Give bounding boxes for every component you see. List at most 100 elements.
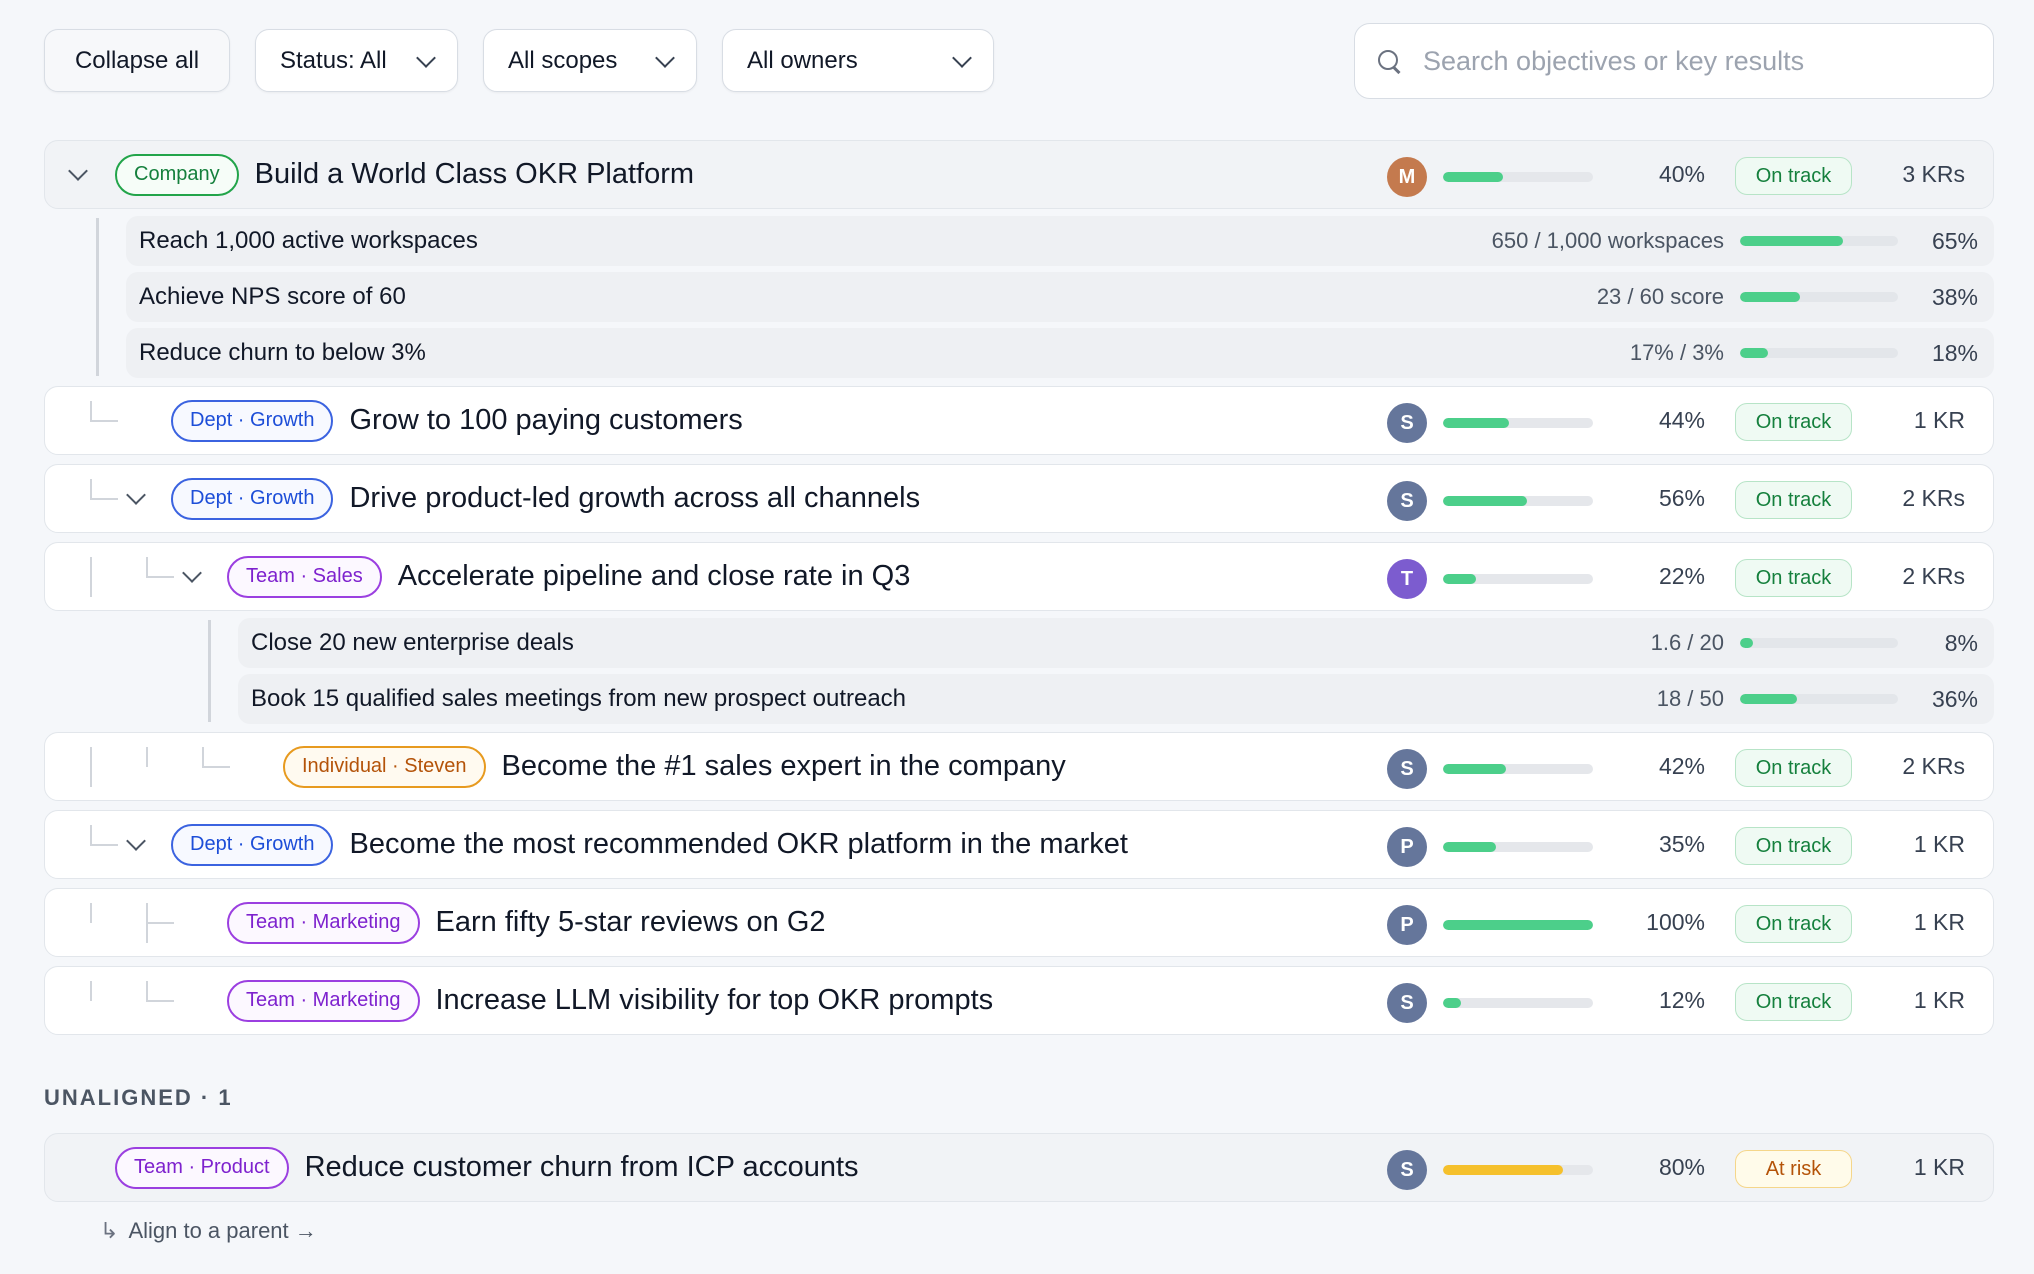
objective-title[interactable]: Accelerate pipeline and close rate in Q3	[397, 560, 911, 592]
kr-count[interactable]: 1 KR	[1913, 987, 1965, 1013]
scope-tag: Team · Marketing	[227, 901, 420, 944]
status-filter-label: Status: All	[280, 46, 387, 74]
objective-row[interactable]: Dept · Growth Become the most recommende…	[44, 810, 1994, 879]
search-input[interactable]	[1423, 45, 1943, 77]
status-badge[interactable]: On track	[1735, 749, 1852, 787]
kr-count[interactable]: 1 KR	[1913, 407, 1965, 433]
kr-percent: 38%	[1931, 283, 1978, 310]
objective-row[interactable]: Team · Sales Accelerate pipeline and clo…	[44, 542, 1994, 611]
progress-bar	[1443, 574, 1593, 584]
status-badge[interactable]: On track	[1735, 481, 1852, 519]
chevron-down-icon[interactable]	[126, 484, 146, 505]
objective-title[interactable]: Increase LLM visibility for top OKR prom…	[435, 984, 994, 1016]
objective-title[interactable]: Reduce customer churn from ICP accounts	[304, 1151, 859, 1183]
kr-rail	[96, 218, 99, 376]
progress-percent: 56%	[1658, 485, 1705, 511]
toolbar: Collapse all Status: All All scopes All …	[44, 23, 1994, 99]
kr-count[interactable]: 1 KR	[1913, 909, 1965, 935]
avatar[interactable]: S	[1387, 403, 1427, 443]
scope-tag: Company	[115, 153, 239, 196]
progress-percent: 35%	[1658, 831, 1705, 857]
objective-row[interactable]: Team · Product Reduce customer churn fro…	[44, 1133, 1994, 1202]
kr-value: 23 / 60 score	[1596, 284, 1724, 309]
kr-value: 1.6 / 20	[1650, 630, 1724, 655]
kr-percent: 18%	[1931, 339, 1978, 366]
scope-filter-select[interactable]: All scopes	[483, 29, 697, 92]
kr-count[interactable]: 1 KR	[1913, 831, 1965, 857]
kr-title: Reduce churn to below 3%	[139, 339, 426, 366]
scope-tag: Team · Marketing	[227, 979, 420, 1022]
status-badge[interactable]: On track	[1735, 157, 1852, 195]
kr-title: Book 15 qualified sales meetings from ne…	[251, 685, 907, 712]
status-badge[interactable]: On track	[1735, 905, 1852, 943]
avatar[interactable]: S	[1387, 1150, 1427, 1190]
chevron-down-icon	[416, 47, 436, 68]
chevron-down-icon[interactable]	[182, 562, 202, 583]
kr-title: Reach 1,000 active workspaces	[139, 227, 478, 254]
avatar[interactable]: S	[1387, 749, 1427, 789]
kr-progress-bar	[1740, 638, 1898, 648]
key-result-row[interactable]: Book 15 qualified sales meetings from ne…	[238, 674, 1994, 724]
objective-row[interactable]: Dept · Growth Grow to 100 paying custome…	[44, 386, 1994, 455]
search-icon	[1377, 49, 1401, 73]
scope-tag: Team · Sales	[227, 555, 382, 598]
scope-tag: Dept · Growth	[171, 399, 334, 442]
progress-percent: 40%	[1658, 161, 1705, 187]
align-to-parent-link[interactable]: ↳ Align to a parent →	[100, 1218, 317, 1244]
avatar[interactable]: P	[1387, 827, 1427, 867]
avatar[interactable]: M	[1387, 157, 1427, 197]
owner-filter-label: All owners	[747, 46, 858, 74]
kr-percent: 36%	[1931, 685, 1978, 712]
progress-bar	[1443, 418, 1593, 428]
objective-title[interactable]: Drive product-led growth across all chan…	[349, 482, 921, 514]
kr-count[interactable]: 2 KRs	[1902, 485, 1965, 511]
status-badge[interactable]: At risk	[1735, 1150, 1852, 1188]
kr-value: 17% / 3%	[1629, 340, 1724, 365]
objective-title[interactable]: Build a World Class OKR Platform	[254, 158, 695, 190]
objective-title[interactable]: Earn fifty 5-star reviews on G2	[435, 906, 826, 938]
kr-count[interactable]: 1 KR	[1913, 1154, 1965, 1180]
chevron-down-icon[interactable]	[68, 160, 88, 181]
status-badge[interactable]: On track	[1735, 559, 1852, 597]
status-badge[interactable]: On track	[1735, 983, 1852, 1021]
status-badge[interactable]: On track	[1735, 827, 1852, 865]
objective-row[interactable]: Company Build a World Class OKR Platform…	[44, 140, 1994, 209]
objective-row[interactable]: Team · Marketing Increase LLM visibility…	[44, 966, 1994, 1035]
align-link-label: Align to a parent →	[128, 1218, 317, 1243]
scope-tag: Dept · Growth	[171, 823, 334, 866]
objective-row[interactable]: Individual · Steven Become the #1 sales …	[44, 732, 1994, 801]
scope-tag: Team · Product	[115, 1146, 289, 1189]
kr-count[interactable]: 2 KRs	[1902, 753, 1965, 779]
owner-filter-select[interactable]: All owners	[722, 29, 994, 92]
avatar[interactable]: T	[1387, 559, 1427, 599]
progress-bar	[1443, 1165, 1593, 1175]
key-result-row[interactable]: Reduce churn to below 3% 17% / 3% 18%	[126, 328, 1994, 378]
objective-row[interactable]: Team · Marketing Earn fifty 5-star revie…	[44, 888, 1994, 957]
key-result-row[interactable]: Achieve NPS score of 60 23 / 60 score 38…	[126, 272, 1994, 322]
objective-row[interactable]: Dept · Growth Drive product-led growth a…	[44, 464, 1994, 533]
kr-value: 18 / 50	[1656, 686, 1724, 711]
scope-tag: Dept · Growth	[171, 477, 334, 520]
kr-count[interactable]: 3 KRs	[1902, 161, 1965, 187]
collapse-all-button[interactable]: Collapse all	[44, 29, 230, 92]
objective-title[interactable]: Grow to 100 paying customers	[349, 404, 743, 436]
progress-bar	[1443, 496, 1593, 506]
key-result-row[interactable]: Close 20 new enterprise deals 1.6 / 20 8…	[238, 618, 1994, 668]
objective-title[interactable]: Become the #1 sales expert in the compan…	[501, 750, 1066, 782]
kr-percent: 65%	[1931, 227, 1978, 254]
avatar[interactable]: P	[1387, 905, 1427, 945]
scope-filter-label: All scopes	[508, 46, 618, 74]
key-result-row[interactable]: Reach 1,000 active workspaces 650 / 1,00…	[126, 216, 1994, 266]
status-badge[interactable]: On track	[1735, 403, 1852, 441]
avatar[interactable]: S	[1387, 481, 1427, 521]
kr-count[interactable]: 2 KRs	[1902, 563, 1965, 589]
chevron-down-icon[interactable]	[126, 830, 146, 851]
chevron-down-icon	[655, 47, 675, 68]
avatar[interactable]: S	[1387, 983, 1427, 1023]
unaligned-section-label: UNALIGNED · 1	[44, 1085, 233, 1110]
progress-bar	[1443, 920, 1593, 930]
progress-percent: 100%	[1646, 909, 1705, 935]
objective-title[interactable]: Become the most recommended OKR platform…	[349, 828, 1128, 860]
status-filter-select[interactable]: Status: All	[255, 29, 458, 92]
